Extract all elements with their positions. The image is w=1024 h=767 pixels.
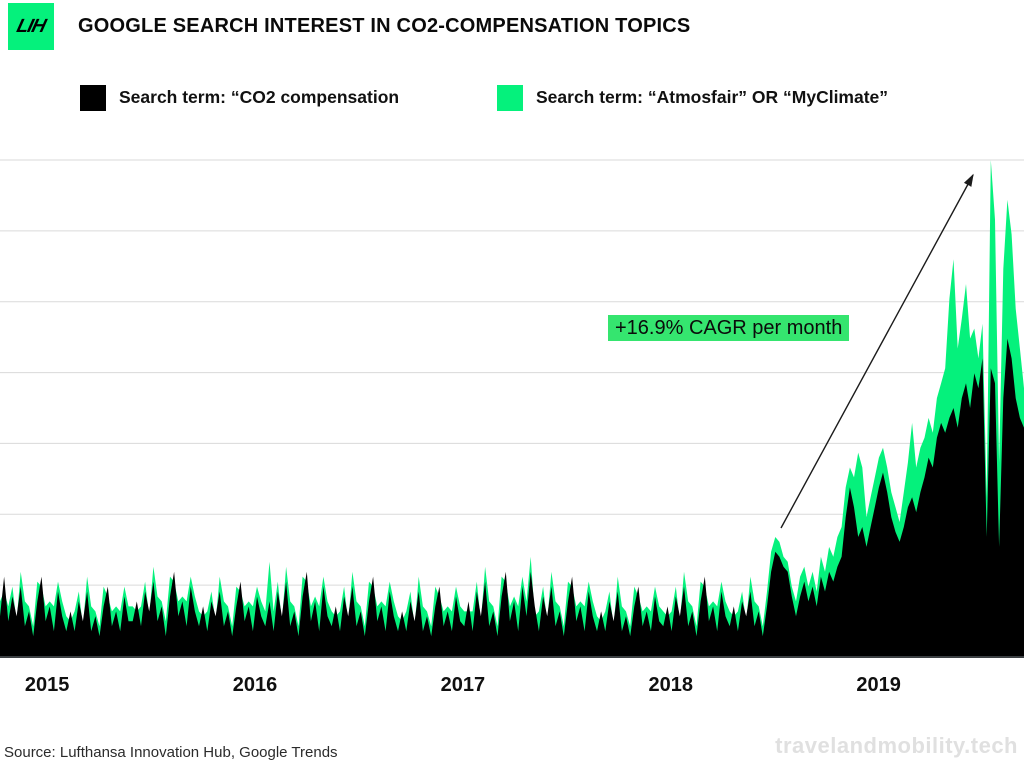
legend-item-atmosfair-myclimate: Search term: “Atmosfair” OR “MyClimate” bbox=[497, 84, 888, 111]
x-axis-label-2019: 2019 bbox=[856, 674, 901, 696]
x-axis-labels: 2015 2016 2017 2018 2019 bbox=[0, 674, 1024, 702]
lufthansa-innovation-hub-logo: LIH bbox=[8, 3, 54, 50]
legend-label: Search term: “CO2 compensation bbox=[119, 87, 400, 107]
x-axis-label-2018: 2018 bbox=[648, 674, 693, 696]
lih-logo-glyph: LIH bbox=[14, 15, 48, 37]
x-axis-label-2017: 2017 bbox=[440, 674, 486, 696]
page-title: GOOGLE SEARCH INTEREST IN CO2-COMPENSATI… bbox=[78, 15, 691, 37]
source-note: Source: Lufthansa Innovation Hub, Google… bbox=[4, 744, 338, 761]
x-axis-label-2015: 2015 bbox=[24, 674, 70, 696]
legend-item-co2-compensation: Search term: “CO2 compensation bbox=[80, 84, 399, 111]
x-axis-label-2016: 2016 bbox=[232, 674, 278, 696]
watermark: travelandmobility.tech bbox=[775, 733, 1018, 758]
cagr-annotation: +16.9% CAGR per month bbox=[608, 315, 850, 341]
legend-label: Search term: “Atmosfair” OR “MyClimate” bbox=[536, 87, 889, 107]
legend-swatch-green bbox=[497, 84, 523, 111]
legend-swatch-black bbox=[80, 84, 106, 111]
